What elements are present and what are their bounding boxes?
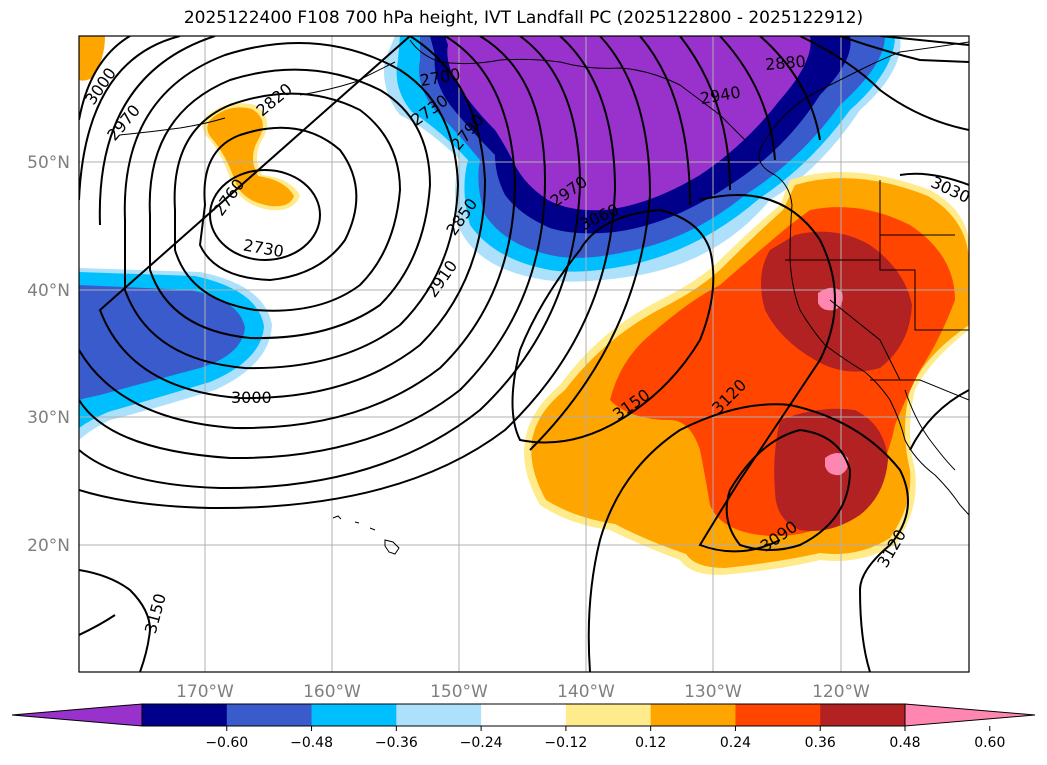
contour-2730 [209,169,321,261]
colorbar-extension-high [904,703,1036,727]
colorbar-segment [565,704,652,726]
lat-label: 20°N [27,536,70,556]
colorbar-segment [820,704,906,726]
colorbar-segment [396,704,482,726]
latitude-labels: 50°N 40°N 30°N 20°N [27,153,70,556]
negative-anomaly-northeast [384,36,901,282]
colorbar-extension-low [11,703,143,727]
colorbar: −0.60 −0.48 −0.36 −0.24 −0.12 0.12 0.24 0.36 0.4… [11,703,1036,751]
colorbar-tick-label: 0.12 [635,735,666,751]
colorbar-ticks: −0.60 −0.48 −0.36 −0.24 −0.12 0.12 0.24 0.36 0.4… [205,726,1005,751]
lon-label: 160°W [303,682,361,702]
contour-2790-west [173,92,402,312]
lon-label: 120°W [812,682,870,702]
colorbar-segment [650,704,736,726]
lat-label: 50°N [27,153,70,173]
colorbar-tick-label: 0.48 [889,735,920,751]
lon-label: 140°W [557,682,615,702]
positive-anomaly-east-pacific [524,172,969,575]
map-content: 3000 2970 2820 2760 2730 2700 2730 2790 … [79,36,969,672]
colorbar-tick-label: −0.12 [544,735,587,751]
contour-2760 [198,126,358,282]
lon-label: 170°W [176,682,234,702]
colorbar-segment [226,704,313,726]
positive-anomaly-aleutian [79,36,300,211]
colorbar-tick-label: 0.60 [974,735,1005,751]
contour-3090 [725,428,852,551]
height-contours [79,36,969,672]
negative-anomaly-west [79,268,272,440]
longitude-labels: 170°W 160°W 150°W 140°W 130°W 120°W [176,682,870,702]
contour-label: 3000 [231,388,272,407]
colorbar-segment [142,704,228,726]
colorbar-frame [141,703,906,727]
colorbar-tick-label: 0.24 [720,735,751,751]
lat-label: 30°N [27,408,70,428]
lon-label: 150°W [430,682,488,702]
colorbar-segment [481,704,567,726]
colorbar-tick-label: −0.36 [375,735,418,751]
lat-label: 40°N [27,281,70,301]
contour-3150 [511,208,715,444]
colorbar-tick-label: −0.48 [290,735,333,751]
colorbar-segment [735,704,821,726]
colorbar-tick-label: 0.36 [805,735,836,751]
map-frame [78,35,970,673]
lon-label: 130°W [684,682,742,702]
colorbar-segment [311,704,397,726]
contour-label: 2880 [764,52,806,74]
coastlines [119,39,969,555]
colorbar-tick-label: −0.60 [205,735,248,751]
map-title: 2025122400 F108 700 hPa height, IVT Land… [183,8,864,28]
graticule [79,36,969,672]
colorbar-tick-label: −0.24 [460,735,503,751]
colorbar-segments [11,703,1036,727]
